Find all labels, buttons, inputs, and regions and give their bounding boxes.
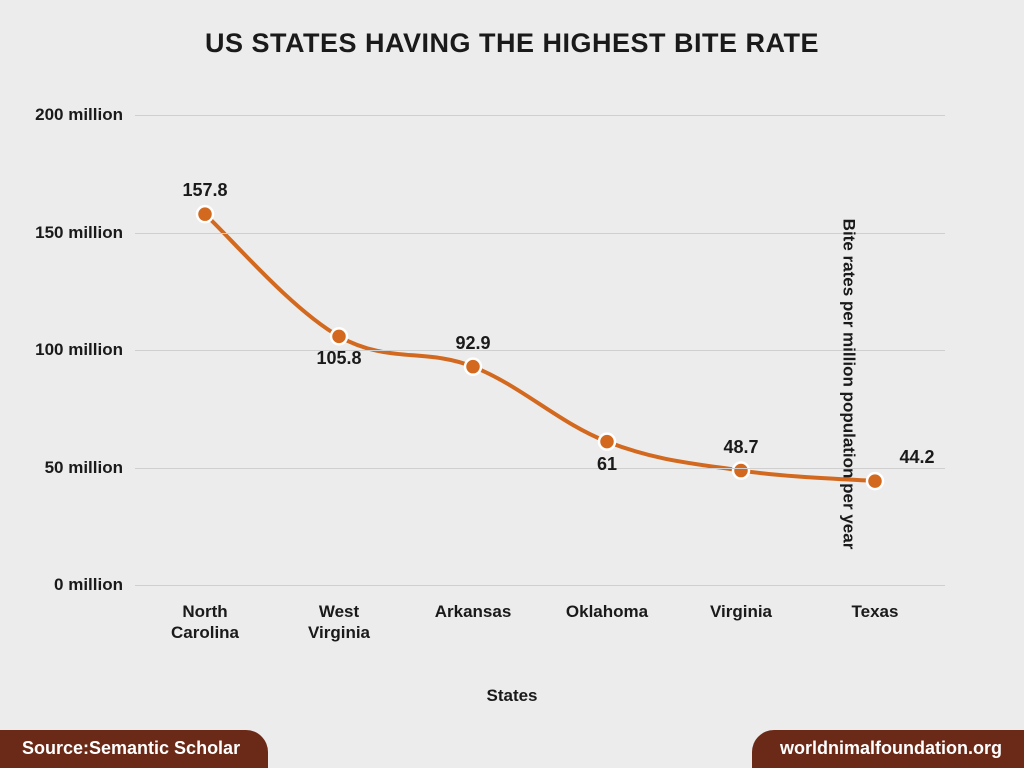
- x-axis-title: States: [0, 686, 1024, 706]
- data-label: 105.8: [316, 348, 361, 369]
- gridline: [135, 350, 945, 351]
- data-label: 61: [597, 454, 617, 475]
- y-tick-label: 200 million: [35, 105, 123, 125]
- x-tick-label: Virginia: [710, 601, 772, 622]
- y-tick-label: 50 million: [45, 458, 123, 478]
- x-tick-label: North Carolina: [171, 601, 239, 644]
- data-marker: [599, 434, 615, 450]
- data-label: 92.9: [455, 333, 490, 354]
- data-label: 44.2: [899, 447, 934, 468]
- site-label: worldnimalfoundation.org: [780, 738, 1002, 759]
- y-tick-label: 0 million: [54, 575, 123, 595]
- x-tick-label: Arkansas: [435, 601, 512, 622]
- source-label: Source:Semantic Scholar: [22, 738, 240, 759]
- gridline: [135, 585, 945, 586]
- data-marker: [465, 359, 481, 375]
- site-pill: worldnimalfoundation.org: [752, 730, 1024, 768]
- chart-plot-area: 0 million50 million100 million150 millio…: [135, 115, 945, 585]
- data-marker: [197, 206, 213, 222]
- gridline: [135, 233, 945, 234]
- source-pill: Source:Semantic Scholar: [0, 730, 268, 768]
- footer: Source:Semantic Scholar worldnimalfounda…: [0, 730, 1024, 768]
- x-tick-label: West Virginia: [308, 601, 370, 644]
- gridline: [135, 115, 945, 116]
- chart-title: US STATES HAVING THE HIGHEST BITE RATE: [0, 28, 1024, 59]
- x-tick-label: Texas: [852, 601, 899, 622]
- data-label: 48.7: [723, 437, 758, 458]
- data-marker: [867, 473, 883, 489]
- data-label: 157.8: [182, 180, 227, 201]
- y-axis-title: Bite rates per million population per ye…: [839, 219, 859, 550]
- gridline: [135, 468, 945, 469]
- x-tick-label: Oklahoma: [566, 601, 648, 622]
- data-marker: [331, 328, 347, 344]
- data-marker: [733, 463, 749, 479]
- y-tick-label: 100 million: [35, 340, 123, 360]
- y-tick-label: 150 million: [35, 223, 123, 243]
